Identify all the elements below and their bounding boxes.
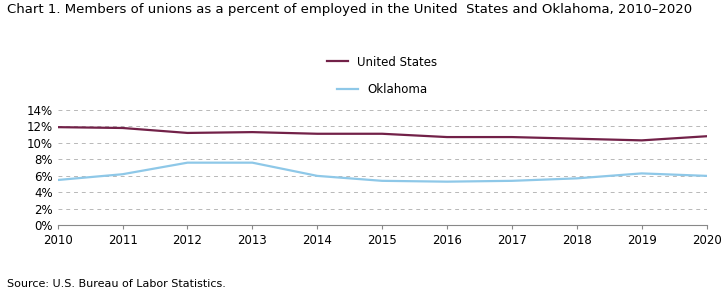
Oklahoma: [443, 180, 451, 184]
United States: [508, 135, 516, 139]
United States: [183, 131, 192, 135]
United States: [637, 139, 646, 142]
United States: [53, 125, 62, 129]
Text: Chart 1. Members of unions as a percent of employed in the United  States and Ok: Chart 1. Members of unions as a percent …: [7, 3, 692, 16]
Oklahoma: [313, 174, 322, 178]
United States: [248, 130, 257, 134]
Oklahoma: [702, 174, 711, 178]
United States: [313, 132, 322, 136]
United States: [378, 132, 386, 136]
Oklahoma: [508, 179, 516, 183]
Line: Oklahoma: Oklahoma: [58, 163, 707, 182]
Oklahoma: [572, 177, 581, 180]
Oklahoma: [378, 179, 386, 183]
Line: United States: United States: [58, 127, 707, 140]
Oklahoma: [53, 178, 62, 182]
United States: [572, 137, 581, 140]
United States: [702, 134, 711, 138]
Oklahoma: [118, 173, 127, 176]
Oklahoma: [637, 172, 646, 175]
Legend: Oklahoma: Oklahoma: [337, 83, 428, 96]
United States: [118, 126, 127, 130]
Oklahoma: [183, 161, 192, 164]
Text: Source: U.S. Bureau of Labor Statistics.: Source: U.S. Bureau of Labor Statistics.: [7, 279, 226, 289]
Oklahoma: [248, 161, 257, 164]
United States: [443, 135, 451, 139]
